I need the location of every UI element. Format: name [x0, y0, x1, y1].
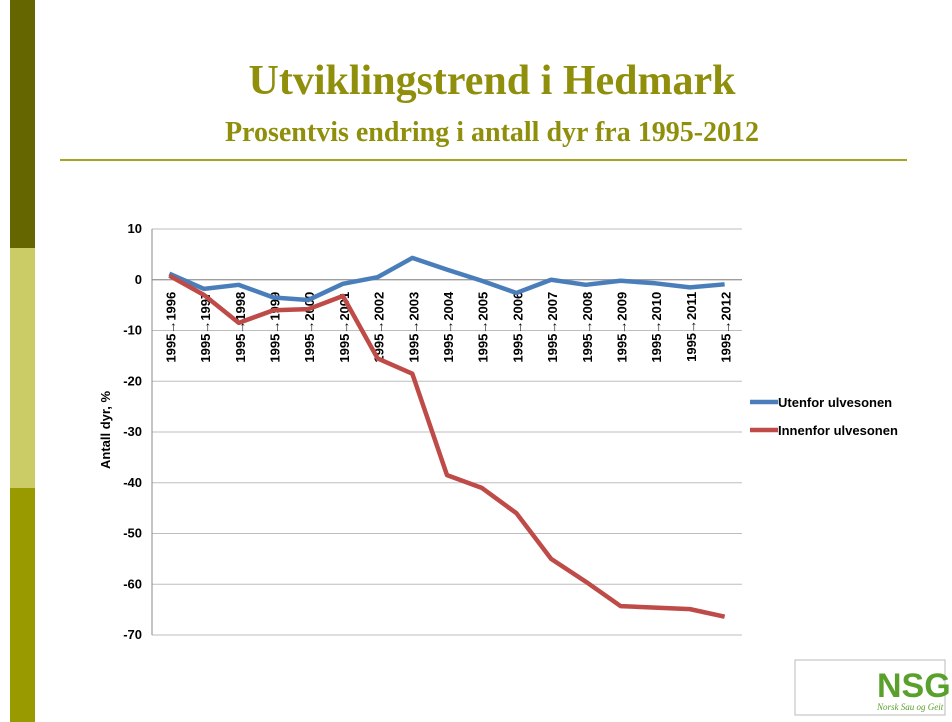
y-tick-label: -40 [123, 475, 142, 490]
line-series [168, 255, 725, 303]
x-tick-label: 1995→2005 [476, 292, 491, 363]
line-series [168, 273, 726, 619]
x-tick-label: 1995→2007 [545, 292, 560, 363]
x-tick-label: 1995→2012 [719, 292, 734, 363]
x-tick-label: 1995→2003 [406, 292, 421, 363]
logo-box [794, 659, 946, 716]
x-tick-label: 1995→1997 [198, 292, 213, 363]
y-axis-label: Antall dyr, % [98, 391, 113, 469]
x-tick-label: 1995→1998 [233, 292, 248, 363]
y-tick-label: -10 [123, 323, 142, 338]
subtitle: Prosentvis endring i antall dyr fra 1995… [225, 117, 759, 148]
legend-label: Innenfor ulvesonen [778, 423, 898, 438]
x-tick-label: 1995→2010 [649, 292, 664, 363]
y-tick-label: -60 [123, 576, 142, 591]
title: Utviklingstrend i Hedmark [249, 58, 737, 104]
x-tick-label: 1995→2009 [615, 292, 630, 363]
x-tick-label: 1995→1996 [163, 292, 178, 363]
logo-tagline: Norsk Sau og Geit [876, 702, 944, 712]
y-tick-label: 0 [135, 272, 142, 287]
side-bar [10, 248, 35, 488]
x-tick-label: 1995→2000 [302, 292, 317, 363]
side-bar [10, 488, 35, 722]
side-bar [10, 0, 35, 248]
y-tick-label: -50 [123, 526, 142, 541]
y-tick-label: -70 [123, 627, 142, 642]
x-tick-label: 1995→2002 [372, 292, 387, 363]
x-tick-label: 1995→2004 [441, 291, 456, 363]
x-tick-label: 1995→2006 [510, 292, 525, 363]
y-tick-label: -20 [123, 373, 142, 388]
legend-label: Utenfor ulvesonen [778, 395, 892, 410]
y-tick-label: -30 [123, 424, 142, 439]
x-tick-label: 1995→2011 [684, 292, 699, 362]
x-tick-label: 1995→2008 [580, 292, 595, 363]
y-tick-label: 10 [128, 221, 142, 236]
x-tick-label: 1995→1999 [267, 292, 282, 363]
logo-name: NSG [877, 667, 951, 705]
